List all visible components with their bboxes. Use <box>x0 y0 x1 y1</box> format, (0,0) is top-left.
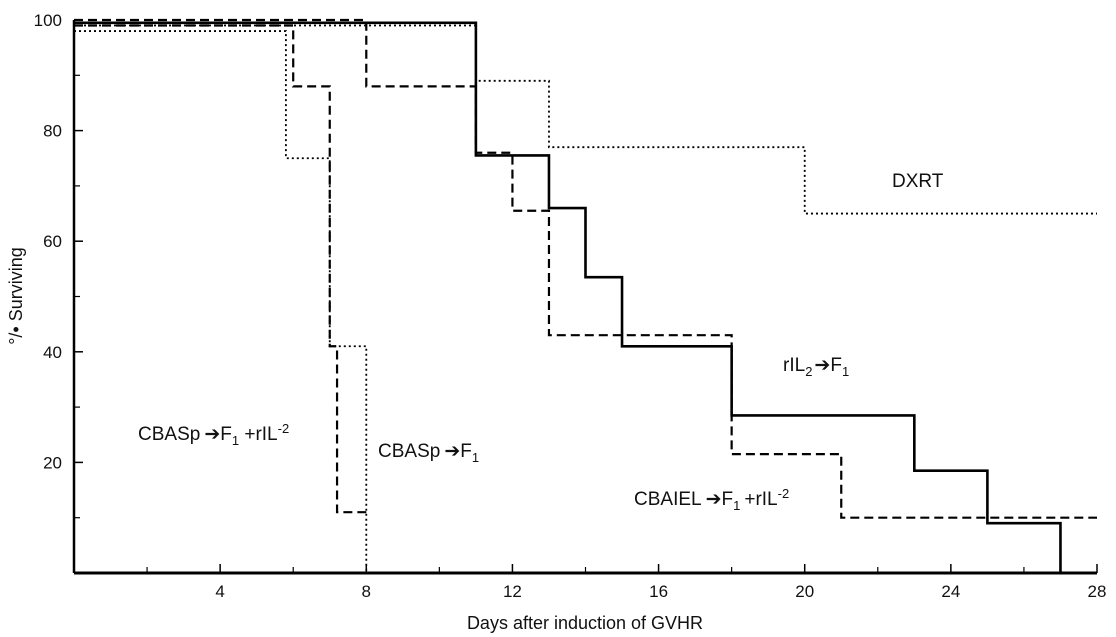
x-tick-label-28: 28 <box>1088 582 1107 601</box>
x-tick-label-16: 16 <box>649 582 668 601</box>
y-tick-label-40: 40 <box>43 343 62 362</box>
x-tick-label-24: 24 <box>941 582 960 601</box>
axis-ticks: 4 8 12 16 20 24 28 20 40 60 80 100 <box>34 11 1107 601</box>
label-ril2-f1: rIL2 ➔F1 <box>783 355 849 379</box>
label-cbaiel-f1-ril2: CBAIEL ➔F1 +rIL-2 <box>634 486 789 513</box>
series-line-0 <box>74 24 367 514</box>
x-tick-label-12: 12 <box>503 582 522 601</box>
x-tick-label-8: 8 <box>362 582 371 601</box>
label-dxrt: DXRT <box>892 171 944 192</box>
y-tick-label-100: 100 <box>34 11 62 30</box>
y-axis-title: °/• Surviving <box>6 247 26 345</box>
label-cbasp-f1: CBASp ➔F1 <box>378 441 479 465</box>
y-tick-label-60: 60 <box>43 232 62 251</box>
x-axis-title: Days after induction of GVHR <box>467 613 703 633</box>
x-tick-label-4: 4 <box>215 582 224 601</box>
series-group <box>74 18 1097 573</box>
y-tick-label-80: 80 <box>43 122 62 141</box>
plot-area <box>72 20 1097 575</box>
series-line-1 <box>74 30 368 573</box>
series-line-2 <box>74 24 1097 215</box>
y-tick-label-20: 20 <box>43 453 62 472</box>
x-tick-label-20: 20 <box>795 582 814 601</box>
series-line-3 <box>74 21 1062 573</box>
series-line-4 <box>74 18 1097 519</box>
label-cbasp-f1-ril2: CBASp ➔F1 +rIL-2 <box>138 421 289 448</box>
